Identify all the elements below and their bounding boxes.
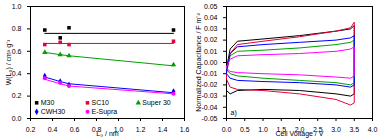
svg-text:3.5: 3.5 [349, 126, 359, 133]
svg-text:0.03: 0.03 [204, 25, 218, 32]
svg-text:-0.04: -0.04 [202, 104, 218, 111]
svg-text:L₀ / nm: L₀ / nm [96, 130, 119, 137]
svg-text:E-Supra: E-Supra [91, 108, 117, 116]
svg-text:0.01: 0.01 [204, 48, 218, 55]
svg-text:1.2: 1.2 [136, 126, 146, 133]
svg-text:1.0: 1.0 [258, 126, 268, 133]
svg-text:CWH30: CWH30 [41, 108, 66, 115]
svg-text:Super 30: Super 30 [142, 99, 171, 107]
svg-text:1.0: 1.0 [12, 3, 22, 10]
svg-text:SC10: SC10 [91, 99, 109, 106]
svg-text:-0.01: -0.01 [202, 70, 218, 77]
svg-text:0.04: 0.04 [204, 14, 218, 21]
svg-text:0.6: 0.6 [70, 126, 80, 133]
svg-text:0.0: 0.0 [12, 115, 22, 122]
svg-text:0.02: 0.02 [204, 36, 218, 43]
svg-text:a): a) [231, 109, 237, 117]
svg-text:1.6: 1.6 [180, 126, 190, 133]
svg-text:0.0: 0.0 [222, 126, 232, 133]
svg-text:1.4: 1.4 [158, 126, 168, 133]
svg-text:4.0: 4.0 [368, 126, 378, 133]
svg-text:0.2: 0.2 [26, 126, 36, 133]
svg-text:3.0: 3.0 [331, 126, 341, 133]
svg-text:0.4: 0.4 [48, 126, 58, 133]
svg-text:-0.02: -0.02 [202, 81, 218, 88]
svg-text:M30: M30 [41, 99, 55, 106]
svg-text:0.8: 0.8 [12, 25, 22, 32]
svg-text:0.4: 0.4 [12, 70, 22, 77]
svg-text:0.6: 0.6 [12, 48, 22, 55]
svg-text:0.00: 0.00 [204, 59, 218, 66]
svg-text:Normalized Capacitance / F m⁻²: Normalized Capacitance / F m⁻² [195, 13, 203, 112]
svg-text:Cell Voltage / V: Cell Voltage / V [276, 130, 324, 138]
svg-text:-0.05: -0.05 [202, 115, 218, 122]
svg-text:0.5: 0.5 [240, 126, 250, 133]
svg-text:W(L₀) / cm³ g⁻¹: W(L₀) / cm³ g⁻¹ [5, 39, 13, 85]
svg-text:0.05: 0.05 [204, 3, 218, 10]
svg-text:0.2: 0.2 [12, 92, 22, 99]
svg-text:-0.03: -0.03 [202, 92, 218, 99]
